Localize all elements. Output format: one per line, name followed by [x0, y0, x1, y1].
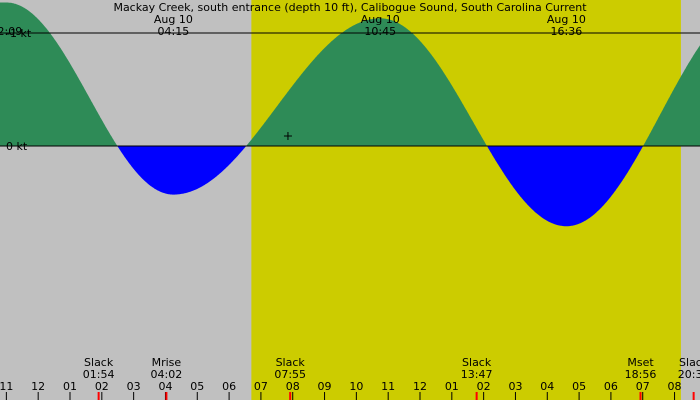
chart-title: Mackay Creek, south entrance (depth 10 f… — [113, 1, 587, 14]
hour-tick-label: 02 — [477, 380, 491, 393]
event-time-label: 04:02 — [151, 368, 183, 381]
event-time-label: 07:55 — [274, 368, 306, 381]
hour-tick-label: 03 — [508, 380, 522, 393]
hour-tick-label: 01 — [445, 380, 459, 393]
ebb-area — [643, 45, 700, 146]
hour-tick-label: 03 — [127, 380, 141, 393]
hour-tick-label: 06 — [604, 380, 618, 393]
hour-tick-label: 11 — [0, 380, 13, 393]
hour-tick-label: 11 — [381, 380, 395, 393]
hour-tick-label: 04 — [158, 380, 172, 393]
event-label: Slack — [84, 356, 114, 369]
extreme-time-label: 10:45 — [364, 25, 396, 38]
hour-ticks — [5, 392, 695, 400]
event-time-label: 20:36 — [678, 368, 700, 381]
ebb-area — [0, 2, 118, 146]
event-label: Mset — [627, 356, 654, 369]
extreme-date-label: Aug 10 — [547, 13, 586, 26]
hour-tick-label: 04 — [540, 380, 554, 393]
ebb-area — [246, 18, 488, 146]
hour-tick-label: 12 — [413, 380, 427, 393]
extreme-time-label: 22:09 — [0, 25, 22, 38]
hour-tick-label: 07 — [254, 380, 268, 393]
reference-lines — [0, 32, 700, 147]
extreme-date-label: Aug 10 — [361, 13, 400, 26]
hour-tick-label: 06 — [222, 380, 236, 393]
extreme-time-label: 16:36 — [551, 25, 583, 38]
event-label: Slack — [276, 356, 306, 369]
hour-tick-label: 08 — [668, 380, 682, 393]
extreme-time-label: 04:15 — [158, 25, 190, 38]
extreme-date-label: Aug 10 — [154, 13, 193, 26]
hour-tick-label: 01 — [63, 380, 77, 393]
hour-tick-label: 10 — [349, 380, 363, 393]
event-label: Slack — [679, 356, 700, 369]
hour-tick-label: 12 — [31, 380, 45, 393]
hour-tick-label: 02 — [95, 380, 109, 393]
y-tick-label: 0 kt — [6, 140, 28, 153]
hour-tick-label: 05 — [190, 380, 204, 393]
flood-area — [117, 146, 247, 195]
event-time-label: 13:47 — [461, 368, 493, 381]
hour-tick-label: 05 — [572, 380, 586, 393]
hour-tick-label: 08 — [286, 380, 300, 393]
event-time-label: 01:54 — [83, 368, 115, 381]
y-tick-label: -1 kt — [6, 27, 32, 40]
flood-area — [487, 146, 644, 227]
hour-tick-label: 09 — [318, 380, 332, 393]
hour-tick-label: 07 — [636, 380, 650, 393]
event-label: Mrise — [152, 356, 182, 369]
event-label: Slack — [462, 356, 492, 369]
current-areas — [0, 2, 700, 227]
event-time-label: 18:56 — [625, 368, 657, 381]
